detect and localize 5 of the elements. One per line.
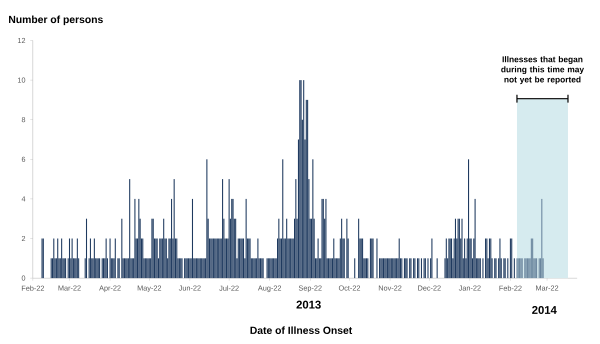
text: 2014 [532,306,557,314]
band-label: Illnesses that began during this time may not yet be reported [501,56,584,84]
x-axis-title: Date of Illness Onset [250,326,352,334]
text: 2013 [296,300,321,308]
y-axis-title: Number of persons [9,15,103,25]
